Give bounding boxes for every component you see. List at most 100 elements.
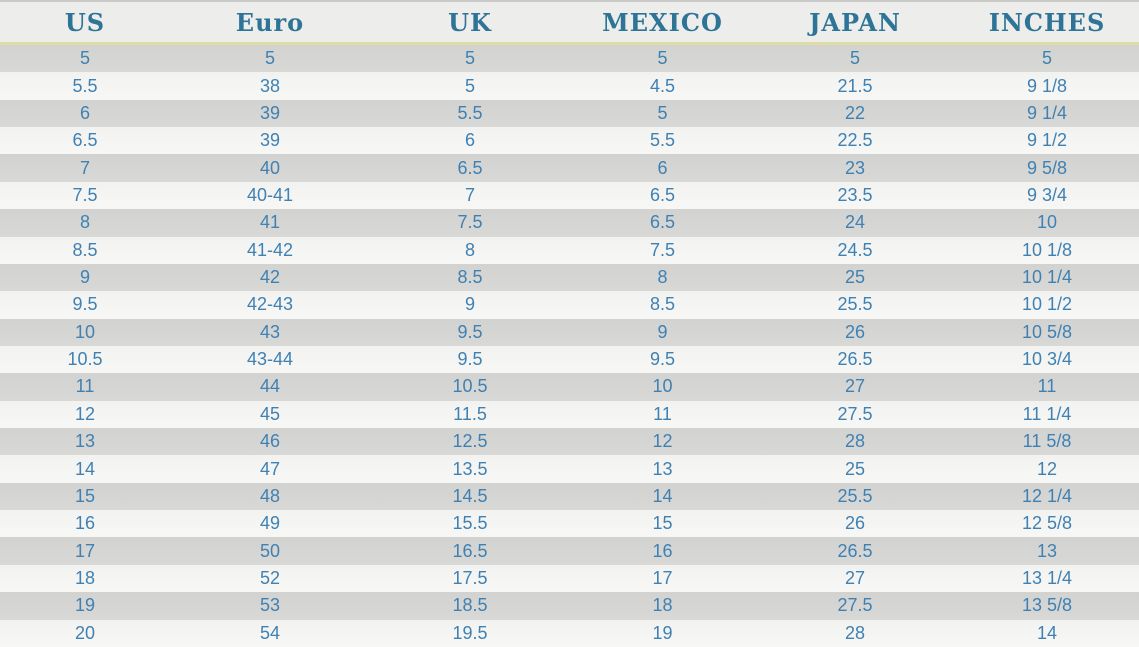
cell-mexico: 9.5 [649, 349, 676, 370]
column-header-euro: Euro [235, 8, 305, 37]
cell-inches: 10 [1036, 212, 1058, 233]
cell-us: 11 [75, 376, 95, 397]
column-header-japan: JAPAN [809, 8, 901, 37]
table-row: 20 54 19.5 19 28 14 [0, 619, 1139, 647]
cell-mexico: 15 [652, 513, 673, 534]
cell-euro: 43-44 [246, 349, 294, 370]
cell-mexico: 12 [652, 431, 673, 452]
cell-uk: 14.5 [452, 485, 488, 506]
table-row: 9 42 8.5 8 25 10 1/4 [0, 263, 1139, 292]
cell-mexico: 6.5 [649, 184, 676, 205]
cell-mexico: 14 [652, 485, 673, 506]
table-row: 9.5 42-43 9 8.5 25.5 10 1/2 [0, 291, 1139, 319]
table-row: 11 44 10.5 10 27 11 [0, 373, 1139, 401]
cell-euro: 52 [259, 568, 281, 588]
cell-inches: 9 5/8 [1026, 157, 1068, 178]
cell-inches: 10 3/4 [1021, 349, 1073, 370]
cell-euro: 5 [264, 48, 275, 69]
cell-inches: 12 1/4 [1021, 485, 1073, 506]
cell-uk: 9.5 [457, 321, 483, 342]
cell-uk: 16.5 [452, 540, 488, 561]
cell-japan: 27.5 [837, 403, 873, 424]
cell-uk: 7 [464, 184, 475, 205]
column-header-uk: UK [448, 8, 492, 37]
cell-euro: 46 [259, 431, 281, 452]
cell-inches: 10 1/8 [1021, 239, 1073, 260]
cell-uk: 6 [464, 130, 475, 151]
cell-uk: 10.5 [452, 376, 488, 397]
cell-inches: 10 5/8 [1021, 321, 1073, 342]
cell-japan: 26 [844, 513, 866, 534]
cell-euro: 53 [259, 595, 281, 616]
table-row: 8.5 41-42 8 7.5 24.5 10 1/8 [0, 236, 1139, 264]
cell-us: 19 [74, 595, 96, 616]
cell-inches: 9 3/4 [1026, 184, 1068, 205]
table-row: 8 41 7.5 6.5 24 10 [0, 209, 1139, 237]
cell-us: 7 [79, 157, 90, 178]
cell-inches: 13 5/8 [1021, 595, 1073, 616]
table-row: 7 40 6.5 6 23 9 5/8 [0, 154, 1139, 182]
cell-uk: 12.5 [452, 431, 488, 452]
cell-uk: 8.5 [457, 267, 483, 288]
cell-inches: 9 1/4 [1026, 102, 1068, 123]
cell-mexico: 9 [657, 321, 668, 342]
cell-mexico: 17 [652, 568, 673, 588]
table-row: 16 49 15.5 15 26 12 5/8 [0, 510, 1139, 538]
cell-euro: 45 [259, 403, 281, 424]
cell-uk: 19.5 [452, 622, 488, 643]
cell-us: 15 [74, 485, 96, 506]
table-row: 10 43 9.5 9 26 10 5/8 [0, 318, 1139, 346]
table-row: 12 45 11.5 11 27.5 11 1/4 [0, 400, 1139, 429]
cell-mexico: 5 [657, 48, 668, 69]
cell-uk: 5 [464, 75, 475, 96]
cell-japan: 27 [844, 568, 866, 588]
cell-japan: 26 [844, 321, 866, 342]
cell-inches: 11 1/4 [1022, 403, 1072, 424]
cell-mexico: 11 [653, 403, 672, 424]
table-row: 7.5 40-41 7 6.5 23.5 9 3/4 [0, 181, 1139, 210]
cell-inches: 5 [1041, 48, 1052, 69]
cell-us: 6 [79, 102, 90, 123]
cell-japan: 22 [844, 102, 866, 123]
table-body: 5 5 5 5 5 5 5.5 38 5 4.5 21.5 9 1/8 6 39 5.5 5 22 9 1/4 6.… [0, 45, 1139, 647]
table-header-row: US Euro UK MEXICO JAPAN INCHES [0, 0, 1139, 45]
cell-japan: 21.5 [837, 75, 873, 96]
cell-us: 5 [79, 48, 90, 69]
cell-uk: 9.5 [457, 349, 483, 370]
cell-euro: 48 [259, 485, 281, 506]
cell-us: 8 [79, 212, 90, 233]
cell-inches: 11 [1037, 376, 1057, 397]
cell-us: 7.5 [72, 184, 98, 205]
cell-mexico: 5.5 [649, 130, 676, 151]
cell-inches: 10 1/4 [1021, 267, 1073, 288]
cell-euro: 42-43 [246, 294, 294, 315]
cell-mexico: 8.5 [649, 294, 676, 315]
cell-japan: 24 [844, 212, 866, 233]
cell-japan: 25.5 [837, 294, 873, 315]
cell-mexico: 6 [657, 157, 668, 178]
cell-inches: 11 5/8 [1022, 431, 1072, 452]
table-row: 19 53 18.5 18 27.5 13 5/8 [0, 592, 1139, 620]
cell-us: 9.5 [72, 294, 98, 315]
cell-us: 9 [79, 267, 90, 288]
table-row: 15 48 14.5 14 25.5 12 1/4 [0, 482, 1139, 511]
cell-inches: 12 [1036, 458, 1058, 479]
cell-euro: 49 [259, 513, 281, 534]
cell-japan: 28 [844, 431, 866, 452]
cell-mexico: 8 [657, 267, 668, 288]
cell-uk: 5 [464, 48, 475, 69]
cell-euro: 54 [259, 622, 281, 643]
cell-mexico: 5 [657, 102, 668, 123]
cell-mexico: 16 [652, 540, 673, 561]
cell-us: 16 [74, 513, 96, 534]
cell-uk: 6.5 [457, 157, 483, 178]
cell-euro: 42 [259, 267, 281, 288]
table-row: 14 47 13.5 13 25 12 [0, 455, 1139, 483]
cell-inches: 9 1/8 [1026, 75, 1068, 96]
cell-inches: 13 [1036, 540, 1058, 561]
cell-uk: 7.5 [457, 212, 483, 233]
cell-mexico: 4.5 [649, 75, 676, 96]
cell-japan: 23.5 [837, 184, 873, 205]
cell-euro: 47 [259, 458, 281, 479]
cell-uk: 15.5 [452, 513, 488, 534]
